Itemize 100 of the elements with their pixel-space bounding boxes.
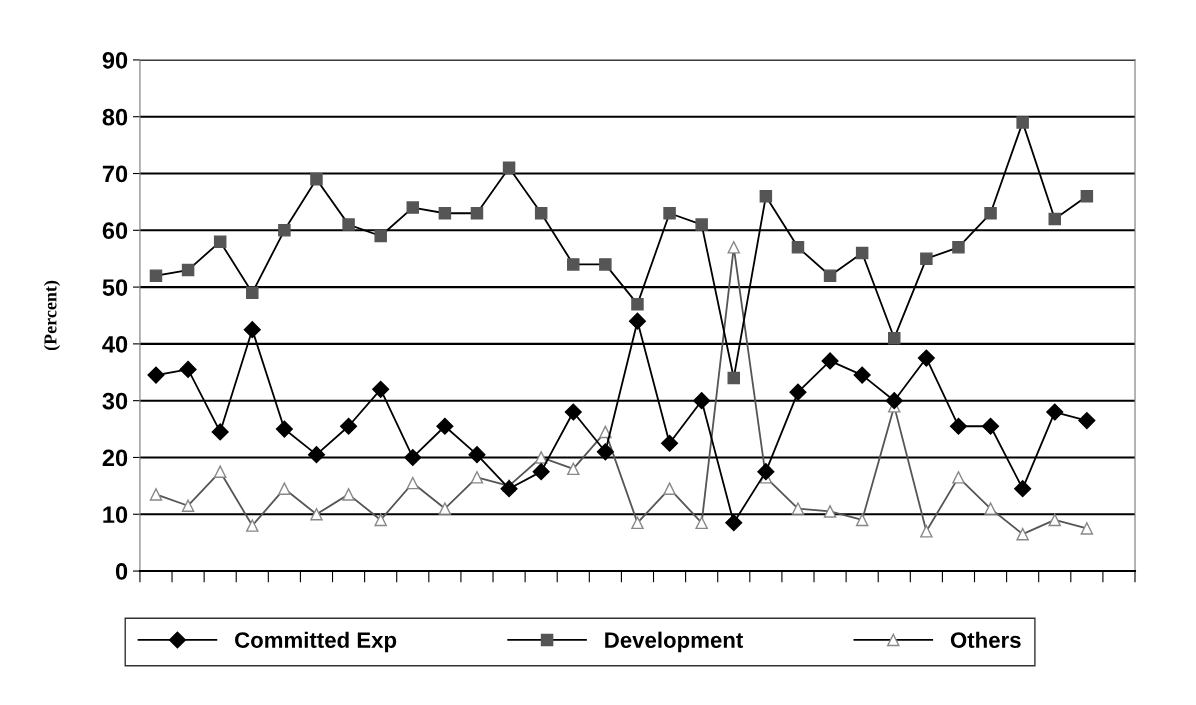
point: [181, 263, 195, 277]
point: [1080, 189, 1094, 203]
point: [438, 207, 452, 220]
y-tick-label: 60: [102, 222, 128, 240]
point: [628, 312, 647, 330]
point: [949, 417, 968, 435]
legend-label: Committed Exp: [235, 631, 397, 653]
point: [984, 502, 997, 515]
point: [695, 516, 708, 530]
point: [534, 207, 548, 220]
point: [855, 246, 869, 260]
point: [310, 508, 323, 521]
point: [1080, 522, 1094, 535]
point: [1078, 411, 1096, 430]
point: [853, 366, 871, 384]
point: [532, 463, 550, 481]
point: [663, 482, 676, 495]
point: [984, 207, 997, 220]
point: [885, 392, 903, 410]
y-tick-label: 80: [102, 108, 128, 126]
point: [821, 352, 839, 370]
y-tick-label: 70: [102, 165, 128, 183]
point: [149, 269, 163, 282]
point: [243, 321, 261, 339]
point: [374, 229, 387, 243]
point: [213, 465, 227, 478]
point: [500, 480, 518, 498]
y-tick-label: 50: [102, 279, 128, 296]
point: [727, 371, 741, 385]
point: [663, 207, 676, 220]
point: [596, 443, 614, 461]
point: [438, 502, 452, 515]
point: [342, 488, 355, 501]
point: [310, 172, 323, 186]
y-tick-label: 40: [102, 335, 128, 353]
y-tick-label: 90: [102, 51, 128, 69]
point: [888, 331, 901, 345]
legend-label: Others: [950, 631, 1021, 648]
point: [791, 241, 805, 254]
point: [759, 189, 773, 203]
point: [502, 161, 516, 175]
point: [1048, 212, 1062, 226]
point: [661, 434, 679, 452]
point: [789, 383, 807, 401]
point: [631, 516, 644, 530]
point: [823, 269, 837, 282]
point: [181, 499, 195, 512]
point: [436, 417, 454, 435]
point: [534, 451, 548, 464]
point: [917, 349, 935, 367]
point: [855, 513, 869, 527]
point: [211, 423, 229, 441]
point: [406, 201, 420, 214]
legend-label: Development: [605, 631, 744, 653]
point: [470, 207, 484, 220]
point: [791, 502, 805, 515]
point: [246, 286, 259, 300]
point: [372, 380, 390, 398]
point: [1046, 403, 1064, 421]
point: [468, 446, 486, 464]
point: [567, 462, 580, 476]
point: [213, 235, 227, 248]
point: [757, 463, 775, 481]
point: [952, 471, 965, 484]
point: [920, 252, 933, 265]
point: [179, 360, 197, 378]
point: [374, 513, 387, 527]
point: [952, 241, 965, 254]
point: [342, 218, 355, 231]
point: [470, 471, 484, 484]
point: [982, 417, 1000, 435]
point: [246, 519, 259, 532]
point: [1016, 116, 1029, 129]
point: [920, 525, 933, 538]
point: [693, 392, 711, 410]
point: [1014, 480, 1032, 498]
point: [278, 224, 291, 237]
y-tick-label: 20: [102, 449, 128, 467]
point: [567, 258, 580, 271]
y-tick-label: 10: [103, 506, 128, 524]
point: [1048, 513, 1062, 527]
point: [404, 448, 422, 467]
point: [147, 366, 165, 384]
y-tick-label: 0: [115, 563, 128, 580]
point: [823, 505, 837, 518]
point: [695, 218, 708, 231]
point: [727, 241, 741, 254]
point: [599, 258, 612, 271]
point: [725, 514, 743, 532]
point: [1016, 527, 1029, 541]
point: [406, 476, 420, 490]
point: [275, 420, 293, 438]
point: [564, 403, 582, 421]
point: [278, 482, 291, 495]
point: [307, 446, 326, 464]
point: [631, 297, 644, 311]
point: [149, 488, 163, 501]
y-tick-label: 30: [102, 392, 128, 410]
point: [340, 417, 358, 435]
y-axis-title: (Percent): [43, 280, 61, 351]
